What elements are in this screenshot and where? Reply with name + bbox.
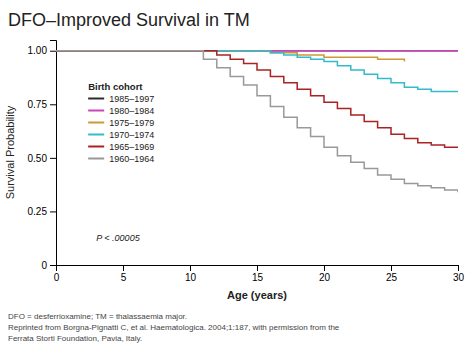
x-tick-label: 15 xyxy=(252,272,264,283)
x-axis-line xyxy=(57,266,459,272)
x-tick-mark xyxy=(458,265,459,271)
legend-item: 1975–1979 xyxy=(88,118,154,128)
chart: DFO–Improved Survival in TM0510152025300… xyxy=(0,0,474,355)
legend-swatch xyxy=(88,134,104,136)
x-tick: 5 xyxy=(121,265,127,283)
x-tick-mark xyxy=(257,265,258,271)
survival-line xyxy=(56,51,458,147)
y-tick-mark xyxy=(50,211,56,212)
x-tick-label: 0 xyxy=(54,272,60,283)
legend-label: 1970–1974 xyxy=(109,130,154,140)
legend-swatch xyxy=(88,158,104,160)
legend-swatch xyxy=(88,110,104,112)
y-axis-line xyxy=(50,41,57,266)
x-tick-label: 25 xyxy=(386,272,398,283)
y-tick: 0.50 xyxy=(28,153,56,164)
legend-swatch xyxy=(88,122,104,124)
legend-title: Birth cohort xyxy=(88,81,143,92)
y-tick-mark xyxy=(50,104,56,105)
y-axis-label: Survival Probability xyxy=(4,105,16,199)
y-tick: 0.75 xyxy=(28,99,56,110)
x-tick-label: 30 xyxy=(453,272,465,283)
x-axis: 0 5 10 15 20 25 30 xyxy=(54,265,465,283)
x-tick-mark xyxy=(391,265,392,271)
legend-item: 1965–1969 xyxy=(88,142,154,152)
legend: Birth cohort 1985–1997 1980–1984 1975–1979 1… xyxy=(88,81,154,165)
legend-item: 1980–1984 xyxy=(88,106,154,116)
x-axis-label: Age (years) xyxy=(227,289,287,301)
annotation: P < .00005 xyxy=(96,233,140,243)
y-tick: 1.00 xyxy=(28,45,56,56)
x-tick: 10 xyxy=(185,265,197,283)
y-tick-mark xyxy=(50,158,56,159)
legend-label: 1985–1997 xyxy=(109,94,154,104)
footnote: Ferrata Storti Foundation, Pavia, Italy. xyxy=(8,334,142,343)
y-tick-label: 0.50 xyxy=(28,153,48,164)
legend-swatch xyxy=(88,146,104,148)
y-axis: 0 0.25 0.50 0.75 1.00 xyxy=(28,41,57,271)
x-tick: 0 xyxy=(54,265,60,283)
plot-area: 0 5 10 15 20 25 30 0 0.25 0.50 0.75 1.00 Age (years)… xyxy=(4,41,464,302)
x-tick-label: 5 xyxy=(121,272,127,283)
series-group xyxy=(56,51,458,192)
x-tick-label: 20 xyxy=(319,272,331,283)
y-tick-mark xyxy=(50,265,56,266)
x-tick: 20 xyxy=(319,265,331,283)
legend-label: 1965–1969 xyxy=(109,142,154,152)
y-tick-label: 0.75 xyxy=(28,99,48,110)
title: DFO–Improved Survival in TM xyxy=(8,10,250,30)
x-tick: 15 xyxy=(252,265,264,283)
footnote: Reprinted from Borgna-Pignatti C, et al.… xyxy=(8,323,340,332)
legend-swatch xyxy=(88,98,104,100)
footnote: DFO = desferrioxamine; TM = thalassaemia… xyxy=(8,312,187,321)
y-tick: 0 xyxy=(41,260,56,271)
y-tick-label: 0.25 xyxy=(28,206,48,217)
y-tick: 0.25 xyxy=(28,206,56,217)
x-tick-mark xyxy=(324,265,325,271)
y-tick-mark xyxy=(50,51,56,52)
survival-line xyxy=(56,51,458,192)
y-tick-label: 0 xyxy=(41,260,47,271)
x-tick: 25 xyxy=(386,265,398,283)
legend-label: 1960–1964 xyxy=(109,154,154,164)
x-tick-mark xyxy=(123,265,124,271)
legend-label: 1980–1984 xyxy=(109,106,154,116)
legend-item: 1970–1974 xyxy=(88,130,154,140)
legend-item: 1985–1997 xyxy=(88,94,154,104)
x-tick-mark xyxy=(190,265,191,271)
x-tick-label: 10 xyxy=(185,272,197,283)
legend-item: 1960–1964 xyxy=(88,154,154,164)
y-tick-label: 1.00 xyxy=(28,45,48,56)
x-tick: 30 xyxy=(453,265,465,283)
legend-label: 1975–1979 xyxy=(109,118,154,128)
